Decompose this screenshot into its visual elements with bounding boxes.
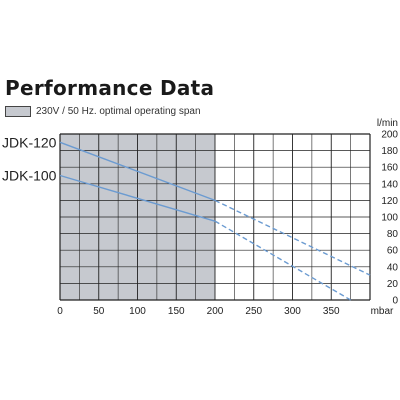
x-axis-label: mbar	[371, 306, 394, 317]
y-tick-label: 180	[381, 146, 398, 157]
y-tick-label: 100	[381, 213, 398, 224]
y-tick-label: 120	[381, 196, 398, 207]
y-tick-label: 140	[381, 179, 398, 190]
x-tick-label: 250	[245, 306, 262, 317]
x-tick-label: 150	[168, 306, 185, 317]
series-line-dashed	[214, 220, 351, 301]
series-label: JDK-120	[2, 134, 57, 150]
y-tick-label: 60	[387, 246, 399, 257]
x-tick-label: 350	[323, 306, 340, 317]
y-tick-label: 80	[387, 229, 399, 240]
series-line-dashed	[214, 199, 371, 276]
y-tick-label: 0	[392, 296, 398, 307]
x-tick-label: 300	[284, 306, 301, 317]
series-line-solid	[59, 141, 216, 202]
legend: 230V / 50 Hz. optimal operating span	[5, 106, 201, 117]
y-axis-label: l/min	[377, 118, 398, 129]
x-tick-label: 0	[57, 306, 63, 317]
chart-title: Performance Data	[5, 76, 215, 100]
x-tick-label: 50	[93, 306, 105, 317]
y-tick-label: 20	[387, 279, 399, 290]
legend-label: 230V / 50 Hz. optimal operating span	[36, 106, 201, 117]
x-tick-label: 200	[207, 306, 224, 317]
y-tick-label: 200	[381, 130, 398, 141]
x-tick-label: 100	[129, 306, 146, 317]
series-label: JDK-100	[2, 168, 57, 184]
legend-swatch	[5, 106, 31, 117]
y-tick-label: 160	[381, 163, 398, 174]
y-tick-label: 40	[387, 262, 399, 273]
series-line-solid	[59, 174, 216, 222]
